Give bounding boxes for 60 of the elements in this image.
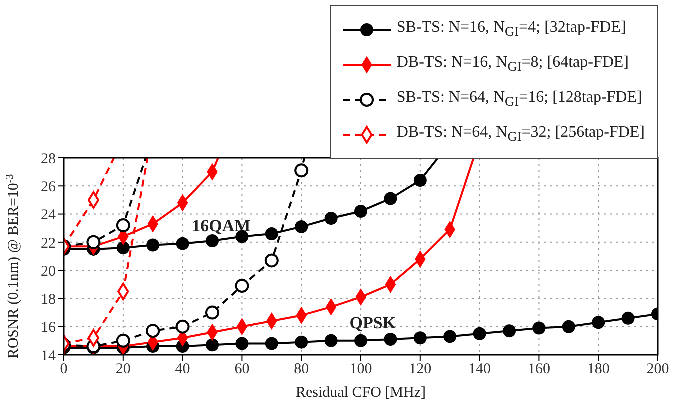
- legend-label: DB-TS: N=16, N$_{GI}$=8; [64tap-FDE]: [396, 54, 629, 76]
- point: [414, 332, 427, 345]
- point: [86, 235, 101, 250]
- point: [294, 164, 309, 178]
- point: [236, 337, 249, 350]
- y-tick-label: 26: [41, 179, 56, 196]
- legend-label: DB-TS: N=64, N$_{GI}$=32; [256tap-FDE]: [396, 124, 645, 146]
- point: [206, 338, 219, 352]
- point: [206, 234, 219, 248]
- point: [324, 334, 338, 348]
- point: [116, 242, 130, 255]
- point: [176, 320, 190, 334]
- x-tick-label: 80: [294, 362, 310, 378]
- point: [592, 316, 606, 330]
- point: [384, 192, 398, 206]
- point: [324, 212, 338, 226]
- point: [444, 330, 457, 344]
- point: [265, 227, 278, 240]
- point: [503, 324, 516, 338]
- annotation: 16QAM: [192, 216, 251, 236]
- point: [354, 334, 368, 348]
- x-tick-label: 160: [528, 362, 550, 378]
- point: [235, 279, 250, 294]
- x-tick-label: 40: [175, 362, 190, 378]
- point: [354, 204, 368, 218]
- y-tick-label: 28: [41, 151, 56, 168]
- x-tick-label: 180: [587, 362, 610, 378]
- point: [146, 324, 160, 338]
- point: [176, 237, 190, 250]
- x-axis-title: Residual CFO [MHz]: [296, 385, 426, 401]
- y-tick-label: 16: [41, 320, 56, 336]
- point: [116, 218, 130, 233]
- x-tick-label: 140: [468, 362, 492, 378]
- x-tick-label: 20: [116, 362, 131, 378]
- legend-label: SB-TS: N=64, N$_{GI}$=16; [128tap-FDE]: [396, 88, 642, 110]
- x-tick-label: 200: [646, 362, 670, 378]
- point: [295, 220, 308, 234]
- point: [264, 254, 279, 268]
- point: [562, 320, 576, 334]
- point: [295, 336, 308, 349]
- point: [622, 312, 635, 325]
- y-tick-label: 24: [41, 208, 56, 224]
- legend-label: SB-TS: N=16, N$_{GI}$=4; [32tap-FDE]: [396, 18, 626, 40]
- x-tick-label: 100: [350, 362, 372, 378]
- point: [532, 322, 546, 335]
- point: [206, 306, 220, 320]
- y-tick-label: 20: [41, 264, 56, 280]
- point: [384, 333, 398, 346]
- y-tick-label: 14: [41, 348, 56, 364]
- x-tick-label: 120: [409, 362, 432, 378]
- point: [116, 334, 130, 348]
- x-tick-label: 60: [234, 362, 250, 378]
- y-tick-label: 22: [41, 236, 56, 252]
- point: [473, 327, 486, 340]
- point: [146, 238, 160, 252]
- point: [265, 337, 278, 350]
- point: [414, 174, 427, 188]
- y-tick-label: 18: [41, 292, 56, 308]
- annotation: QPSK: [350, 313, 397, 332]
- x-tick-label: 0: [60, 362, 68, 378]
